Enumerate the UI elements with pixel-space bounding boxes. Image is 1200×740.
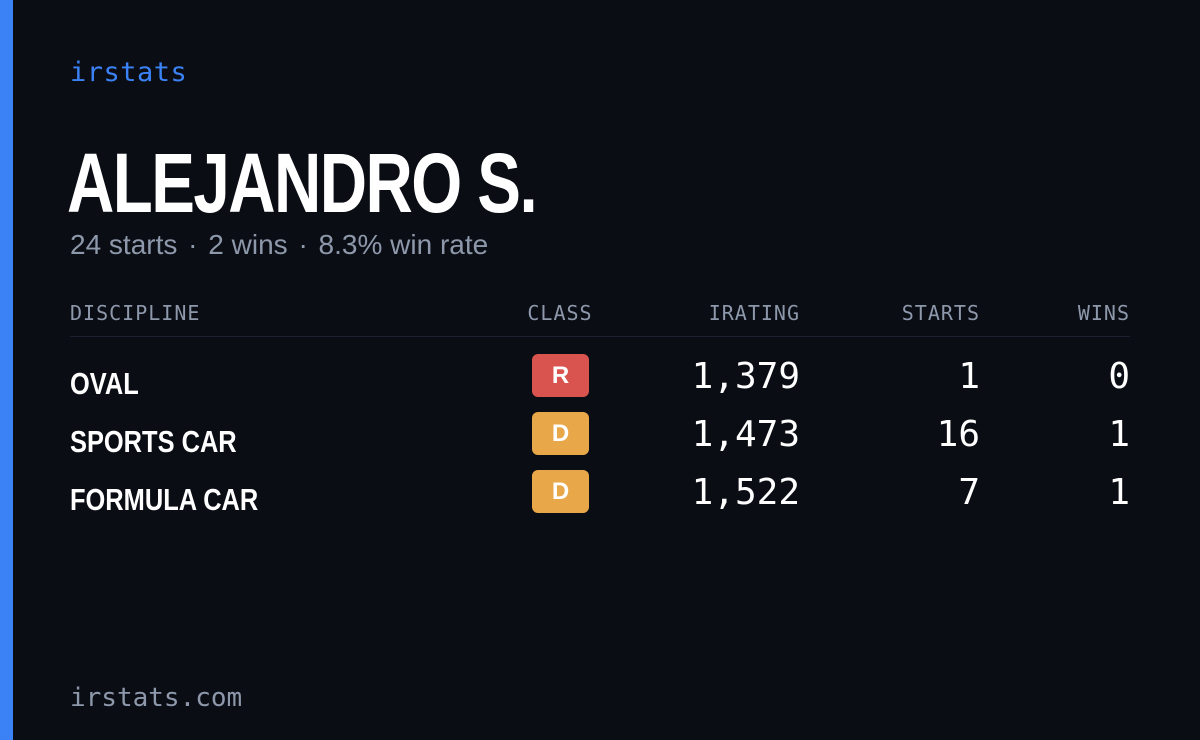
discipline-name: FORMULA CAR bbox=[70, 482, 259, 517]
header-starts: STARTS bbox=[901, 301, 980, 325]
driver-summary: 24 starts · 2 wins · 8.3% win rate bbox=[70, 228, 488, 262]
discipline-name: SPORTS CAR bbox=[70, 424, 237, 459]
summary-separator: · bbox=[188, 229, 198, 260]
starts-value: 16 bbox=[936, 414, 980, 455]
footer-url: irstats.com bbox=[70, 683, 243, 713]
summary-win-rate: 8.3% win rate bbox=[318, 229, 489, 260]
wins-value: 1 bbox=[1108, 472, 1130, 513]
irating-value: 1,522 bbox=[691, 472, 800, 513]
header-wins: WINS bbox=[1077, 301, 1130, 325]
starts-value: 1 bbox=[958, 356, 980, 397]
accent-bar bbox=[0, 0, 13, 740]
table-row: SPORTS CAR D 1,473 16 1 bbox=[0, 410, 1200, 468]
table-row: OVAL R 1,379 1 0 bbox=[0, 352, 1200, 410]
summary-wins: 2 wins bbox=[208, 229, 288, 260]
starts-value: 7 bbox=[958, 472, 980, 513]
wins-value: 0 bbox=[1108, 356, 1130, 397]
summary-starts: 24 starts bbox=[70, 229, 178, 260]
table-row: FORMULA CAR D 1,522 7 1 bbox=[0, 468, 1200, 526]
driver-name: ALEJANDRO S. bbox=[67, 136, 538, 230]
class-badge: D bbox=[532, 470, 589, 513]
class-badge: D bbox=[532, 412, 589, 455]
header-irating: IRATING bbox=[708, 301, 800, 325]
irating-value: 1,473 bbox=[691, 414, 800, 455]
irating-value: 1,379 bbox=[691, 356, 800, 397]
brand-logo: irstats bbox=[70, 57, 188, 88]
header-divider bbox=[70, 336, 1130, 337]
class-badge: R bbox=[532, 354, 589, 397]
discipline-name: OVAL bbox=[70, 366, 139, 401]
header-discipline: DISCIPLINE bbox=[70, 301, 201, 325]
summary-separator: · bbox=[298, 229, 308, 260]
header-class: CLASS bbox=[527, 301, 593, 325]
wins-value: 1 bbox=[1108, 414, 1130, 455]
